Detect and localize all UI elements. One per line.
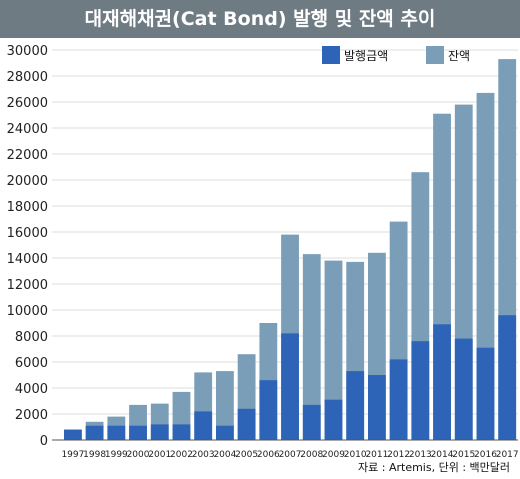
x-tick-label: 2013 — [409, 450, 432, 460]
x-tick-label: 2007 — [279, 450, 302, 460]
title-bar — [0, 0, 520, 38]
x-tick-label: 2001 — [148, 450, 171, 460]
legend-label-issuance: 발행금액 — [344, 48, 388, 63]
y-tick-label: 28000 — [7, 70, 48, 85]
x-tick-label: 2016 — [474, 450, 497, 460]
bar-issuance-2017 — [498, 315, 517, 440]
y-tick-label: 24000 — [7, 122, 48, 137]
y-tick-label: 4000 — [15, 382, 48, 397]
y-tick-label: 16000 — [7, 226, 48, 241]
y-axis-ticks: 0 2000 4000 6000 8000 10000 12000 14000 16000 180… — [7, 44, 48, 449]
issuance-bars — [64, 315, 517, 440]
bar-issuance-2002 — [172, 424, 191, 440]
x-tick-label: 2004 — [213, 450, 236, 460]
bar-issuance-2007 — [281, 333, 299, 440]
y-tick-label: 0 — [40, 434, 48, 449]
legend: 발행금액 잔액 — [322, 46, 470, 64]
y-tick-label: 20000 — [7, 174, 48, 189]
x-tick-label: 2010 — [344, 450, 367, 460]
y-tick-label: 6000 — [15, 356, 48, 371]
bar-issuance-1998 — [85, 425, 104, 440]
bar-issuance-2006 — [259, 380, 278, 440]
cat-bond-chart: 0 2000 4000 6000 8000 10000 12000 14000 16000 180… — [7, 44, 519, 460]
x-tick-label: 2003 — [192, 450, 215, 460]
legend-swatch-outstanding — [426, 46, 444, 64]
x-tick-label: 2008 — [300, 450, 323, 460]
bar-issuance-2015 — [454, 338, 473, 440]
bar-issuance-2004 — [216, 425, 234, 440]
bar-outstanding-2009 — [324, 260, 343, 440]
x-tick-label: 2015 — [452, 450, 475, 460]
y-tick-label: 26000 — [7, 96, 48, 111]
y-tick-label: 10000 — [7, 304, 48, 319]
x-tick-label: 2011 — [365, 450, 388, 460]
x-tick-label: 2000 — [127, 450, 150, 460]
y-tick-label: 14000 — [7, 252, 48, 267]
x-tick-label: 2005 — [235, 450, 258, 460]
bar-issuance-2000 — [129, 425, 147, 440]
bar-issuance-2001 — [150, 424, 169, 440]
bar-issuance-2012 — [389, 359, 408, 440]
y-tick-label: 22000 — [7, 148, 48, 163]
bar-outstanding-2004 — [216, 371, 234, 440]
y-tick-label: 18000 — [7, 200, 48, 215]
x-tick-label: 2012 — [387, 450, 410, 460]
x-tick-label: 2017 — [496, 450, 519, 460]
bar-outstanding-2008 — [302, 254, 321, 440]
bar-issuance-2008 — [302, 404, 321, 440]
x-tick-label: 2009 — [322, 450, 345, 460]
chart-title: 대재해채권(Cat Bond) 발행 및 잔액 추이 — [84, 8, 436, 30]
y-tick-label: 2000 — [15, 408, 48, 423]
x-tick-label: 2006 — [257, 450, 280, 460]
x-tick-label: 2014 — [431, 450, 454, 460]
x-tick-label: 2002 — [170, 450, 193, 460]
legend-label-outstanding: 잔액 — [448, 49, 470, 63]
bar-issuance-1997 — [64, 429, 82, 440]
bar-issuance-2009 — [324, 399, 343, 440]
legend-swatch-issuance — [322, 46, 340, 64]
bar-issuance-1999 — [107, 425, 126, 440]
x-tick-label: 1999 — [105, 450, 128, 460]
y-tick-label: 8000 — [15, 330, 48, 345]
bar-issuance-2005 — [237, 408, 256, 440]
source-note: 자료 : Artemis, 단위 : 백만달러 — [358, 461, 510, 474]
x-axis-ticks: 1997199819992000200120022003200420052006… — [61, 450, 518, 460]
bar-issuance-2014 — [433, 324, 451, 440]
bar-issuance-2010 — [346, 371, 365, 440]
x-tick-label: 1997 — [61, 450, 84, 460]
y-tick-label: 30000 — [7, 44, 48, 59]
bar-issuance-2016 — [476, 347, 495, 440]
x-tick-label: 1998 — [83, 450, 106, 460]
y-tick-label: 12000 — [7, 278, 48, 293]
bar-issuance-2003 — [194, 411, 213, 440]
bar-issuance-2011 — [368, 375, 386, 440]
bar-issuance-2013 — [411, 341, 430, 440]
